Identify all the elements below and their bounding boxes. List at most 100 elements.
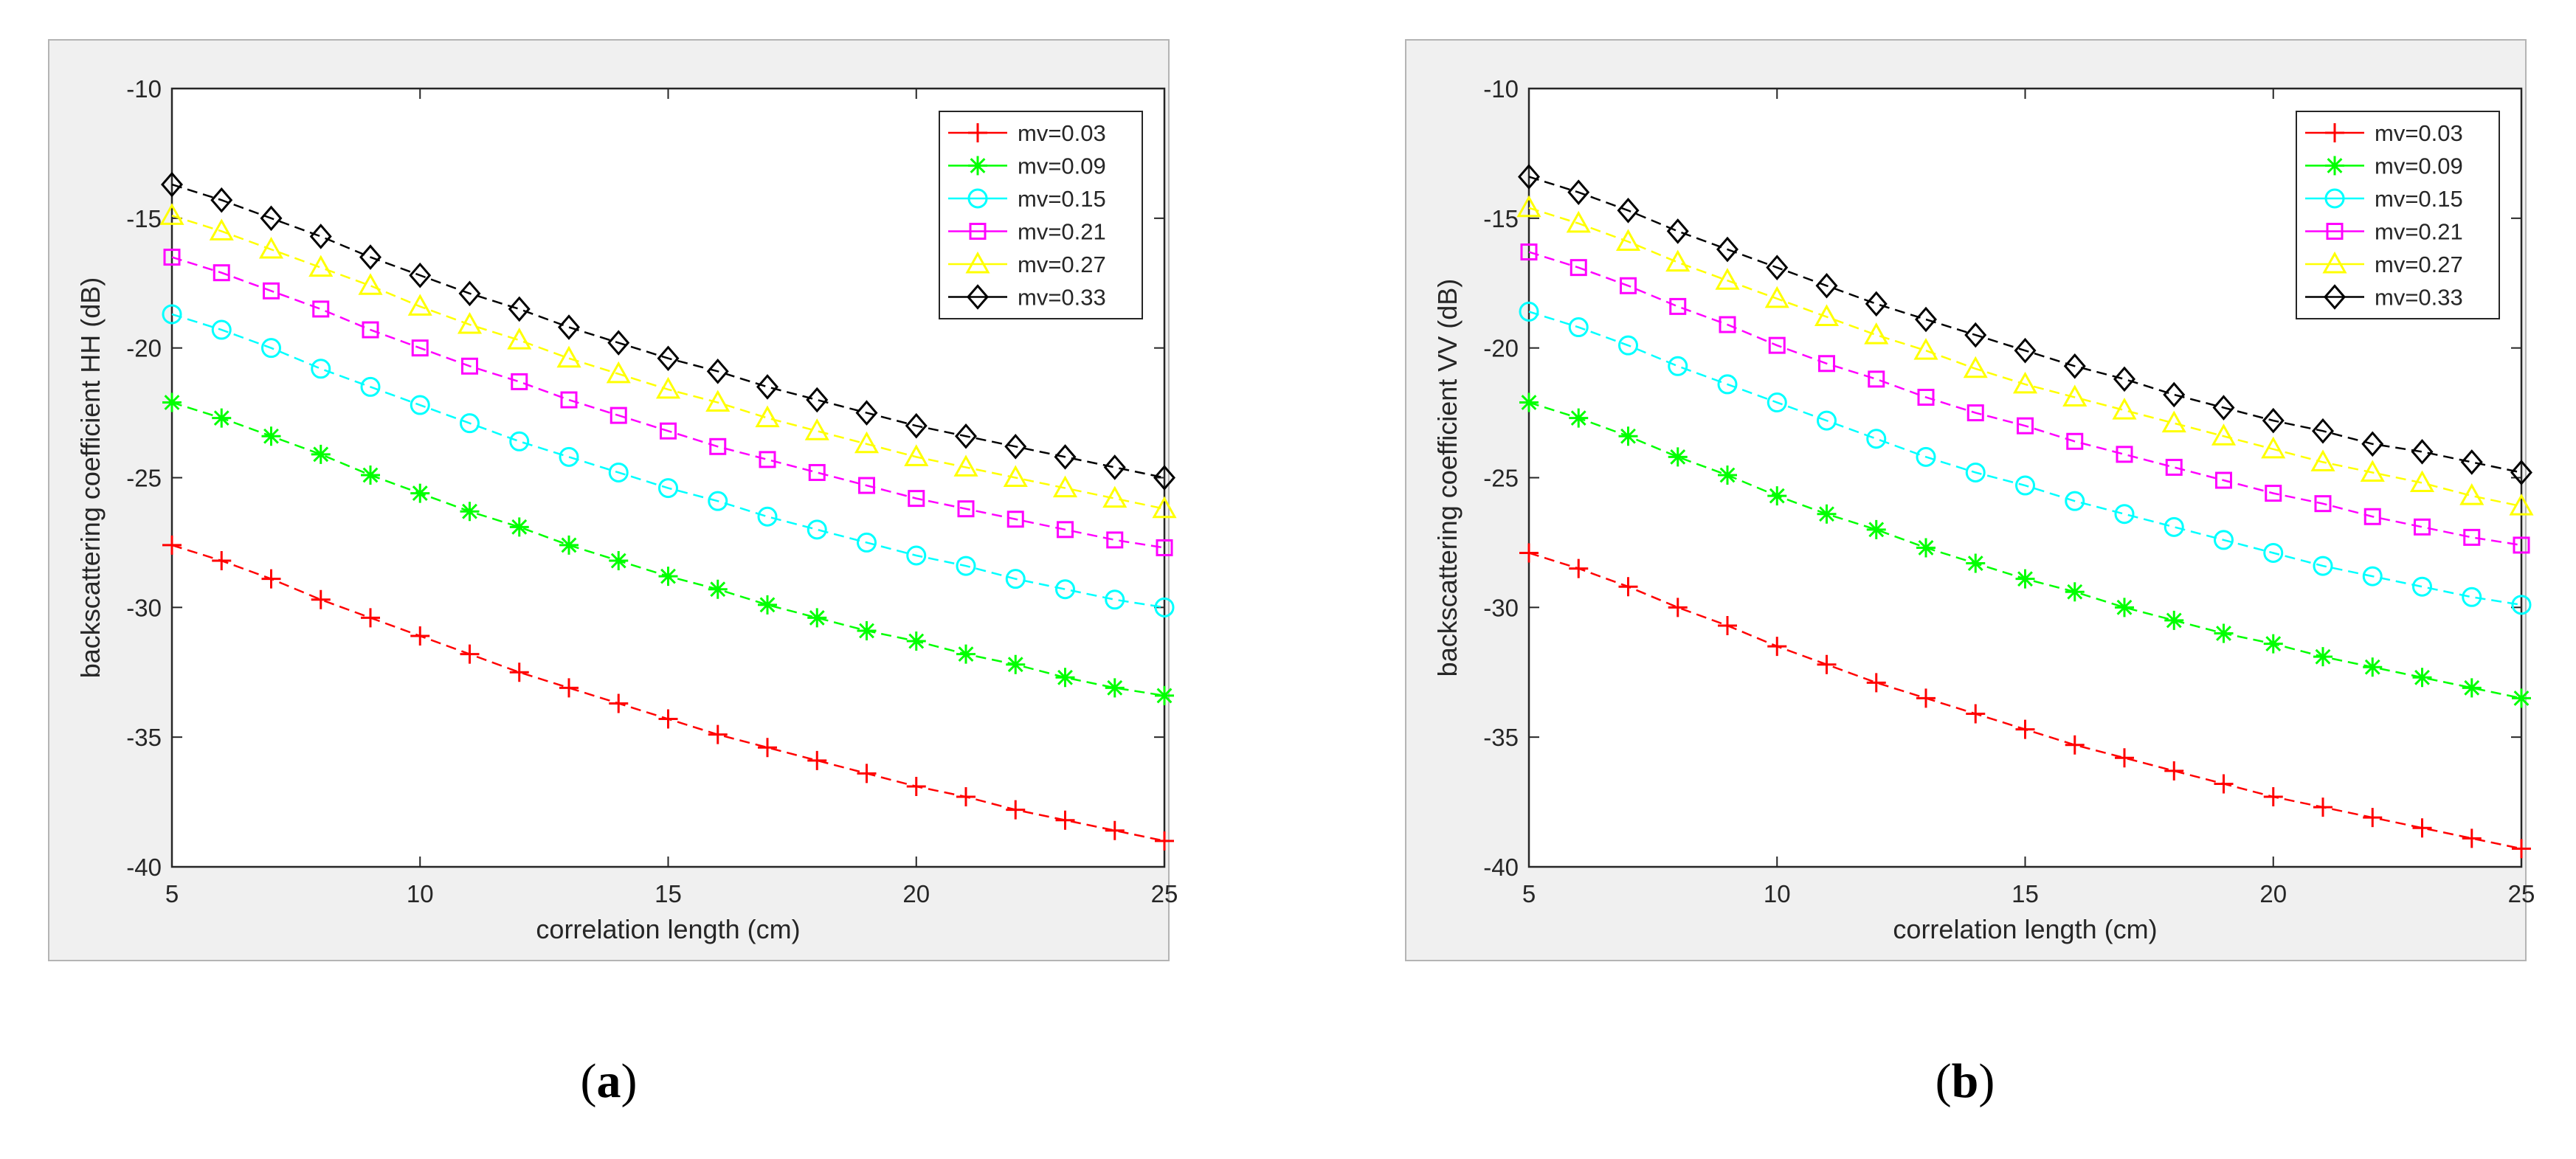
- legend-label-a-3: mv=0.21: [1018, 219, 1106, 245]
- data-point-a-4-12: [755, 405, 780, 428]
- data-point-b-4-2: [1615, 229, 1641, 251]
- data-point-a-1-15: [906, 632, 926, 651]
- data-point-b-2-9: [1965, 462, 1986, 482]
- data-point-a-1-18: [1055, 668, 1075, 688]
- data-point-b-0-2: [1618, 577, 1638, 597]
- y-tick-label-b-3: -25: [1483, 465, 1519, 492]
- data-point-a-2-3: [311, 359, 331, 379]
- data-point-b-0-3: [1668, 598, 1688, 617]
- data-point-b-3-20: [2513, 536, 2530, 554]
- data-point-a-2-2: [261, 338, 281, 359]
- legend-label-b-5: mv=0.33: [2375, 285, 2463, 311]
- data-point-a-0-20: [1155, 831, 1174, 851]
- data-point-b-4-17: [2360, 460, 2385, 482]
- x-tick-label-a-4: 25: [1151, 880, 1178, 907]
- data-point-a-5-18: [1054, 444, 1077, 470]
- data-point-b-3-11: [2066, 432, 2084, 450]
- data-point-a-0-15: [906, 776, 926, 796]
- data-point-b-4-18: [2409, 470, 2435, 493]
- data-point-a-0-0: [162, 535, 182, 555]
- data-point-a-3-11: [709, 437, 727, 455]
- y-tick-label-a-1: -15: [126, 205, 162, 232]
- data-point-a-5-9: [607, 330, 630, 356]
- legend-marker-a-5: [967, 284, 989, 310]
- data-point-a-5-8: [558, 314, 580, 340]
- data-point-b-1-10: [2015, 569, 2035, 589]
- data-point-a-1-3: [311, 444, 331, 464]
- data-point-a-0-14: [857, 764, 877, 783]
- series-line-b-5: [1528, 176, 2522, 474]
- data-point-a-2-18: [1055, 579, 1075, 600]
- data-point-a-0-7: [509, 662, 529, 682]
- data-point-b-3-9: [1966, 404, 1984, 422]
- y-tick-label-b-2: -20: [1483, 335, 1519, 362]
- x-tick-label-b-1: 10: [1764, 880, 1791, 907]
- data-point-b-4-0: [1516, 195, 1541, 218]
- data-point-a-4-18: [1052, 475, 1078, 498]
- chart-panel-b: -10 -15 -20 -25 -30 -35 -405 10 15 20 25 correlatio…: [1432, 75, 2535, 944]
- data-point-b-2-10: [2015, 475, 2035, 496]
- data-point-a-3-8: [560, 391, 578, 409]
- y-tick-label-b-5: -35: [1483, 724, 1519, 751]
- data-point-b-0-7: [1866, 673, 1886, 693]
- legend-marker-a-4: [965, 251, 990, 274]
- series-line-b-3: [1528, 251, 2522, 547]
- data-point-a-1-9: [609, 551, 629, 571]
- data-point-b-2-6: [1817, 410, 1837, 431]
- data-point-b-1-6: [1817, 504, 1837, 524]
- data-point-b-3-15: [2265, 485, 2282, 502]
- data-point-b-5-14: [2212, 395, 2235, 421]
- data-point-b-5-15: [2262, 407, 2285, 434]
- data-point-a-3-12: [759, 451, 776, 468]
- data-point-b-5-10: [2014, 337, 2037, 364]
- data-point-a-3-1: [213, 264, 230, 282]
- data-point-a-2-8: [559, 446, 579, 467]
- data-point-a-2-13: [807, 519, 827, 540]
- data-point-a-5-14: [855, 400, 878, 426]
- data-point-a-5-1: [210, 187, 233, 213]
- y-tick-label-a-0: -10: [126, 75, 162, 103]
- legend-marker-b-5: [2324, 284, 2346, 310]
- data-point-a-3-16: [957, 500, 975, 518]
- data-point-a-4-4: [358, 273, 383, 295]
- data-point-a-4-3: [308, 255, 334, 277]
- data-point-a-0-6: [460, 644, 480, 664]
- legend-label-a-2: mv=0.15: [1018, 186, 1106, 212]
- y-tick-label-b-4: -30: [1483, 594, 1519, 621]
- data-point-a-1-10: [658, 567, 678, 587]
- data-point-b-5-2: [1617, 197, 1640, 224]
- data-point-a-1-11: [708, 579, 728, 599]
- data-point-b-1-14: [2214, 623, 2234, 643]
- data-point-b-2-7: [1866, 429, 1887, 449]
- data-point-b-0-9: [1966, 704, 1986, 724]
- series-line-a-5: [171, 183, 1165, 479]
- data-point-a-2-6: [460, 413, 480, 434]
- data-point-b-4-12: [2112, 397, 2137, 420]
- data-point-a-5-2: [260, 205, 283, 232]
- data-point-b-4-16: [2310, 449, 2335, 471]
- data-point-a-4-8: [556, 345, 581, 368]
- data-point-a-4-11: [705, 390, 731, 412]
- data-point-a-1-16: [956, 644, 976, 664]
- data-point-a-1-20: [1155, 685, 1174, 705]
- data-point-b-5-12: [2113, 366, 2135, 392]
- data-point-b-4-8: [1913, 338, 1938, 360]
- legend-marker-a-2: [967, 188, 988, 209]
- axes-box-a: [170, 87, 1166, 868]
- data-point-b-0-8: [1916, 688, 1936, 708]
- data-point-a-3-13: [808, 463, 826, 481]
- x-axis-label-b: correlation length (cm): [1893, 914, 2157, 944]
- data-point-a-1-4: [361, 465, 380, 485]
- data-point-b-3-17: [2363, 508, 2381, 525]
- data-point-b-5-13: [2163, 381, 2186, 408]
- legend-marker-b-4: [2322, 251, 2347, 274]
- data-point-a-2-5: [410, 395, 430, 415]
- data-point-a-3-18: [1057, 521, 1074, 539]
- x-tick-label-a-1: 10: [407, 880, 434, 907]
- data-point-b-4-14: [2211, 423, 2237, 446]
- data-point-b-3-8: [1917, 388, 1935, 406]
- data-point-a-3-7: [511, 373, 528, 390]
- data-point-b-1-19: [2462, 678, 2482, 698]
- data-point-a-0-11: [708, 724, 728, 744]
- legend-label-a-0: mv=0.03: [1018, 120, 1106, 146]
